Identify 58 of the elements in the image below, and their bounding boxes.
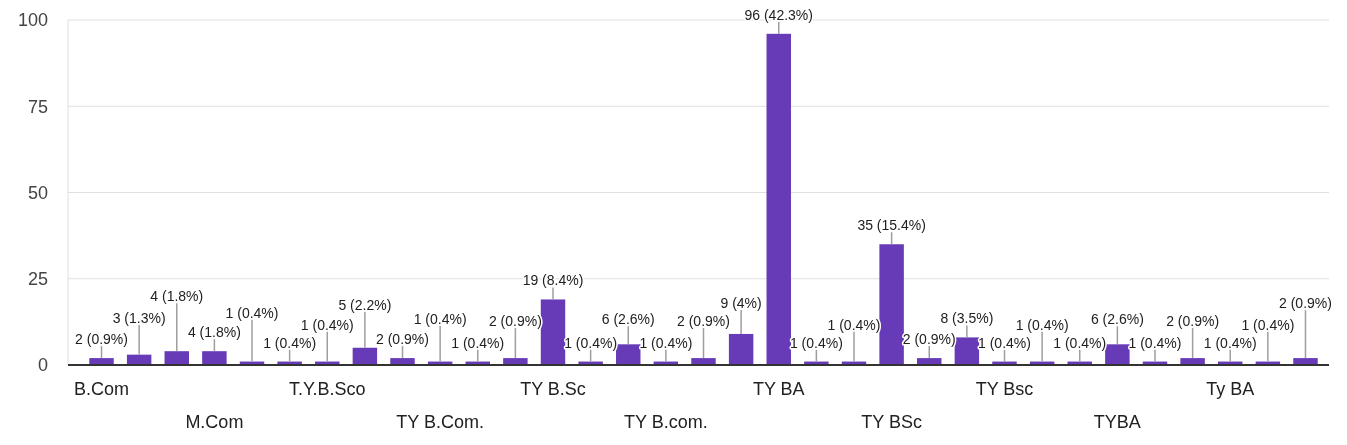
data-label: 19 (8.4%) [522, 272, 584, 289]
data-label: 1 (0.4%) [1053, 334, 1107, 351]
data-label: 4 (1.8%) [150, 288, 204, 305]
data-label: 1 (0.4%) [225, 304, 279, 321]
x-tick-label: TYBA [1093, 412, 1141, 432]
x-tick-label: Ty BA [1206, 379, 1255, 399]
x-tick-label: TY B.Com. [396, 412, 484, 432]
bar [954, 337, 980, 365]
bar [352, 347, 378, 365]
y-tick-label: 75 [27, 96, 48, 117]
data-label: 2 (0.9%) [677, 313, 730, 330]
bar [728, 333, 754, 365]
x-tick-label: T.Y.B.Sco [288, 379, 366, 399]
x-tick-label: TY BSc [861, 412, 922, 432]
x-tick-label: M.Com [185, 412, 244, 432]
y-tick-label: 100 [17, 10, 48, 31]
x-tick-label: TY Bsc [975, 379, 1034, 399]
data-label: 1 (0.4%) [1241, 316, 1295, 333]
data-label: 6 (2.6%) [601, 311, 655, 328]
data-label: 35 (15.4%) [857, 217, 926, 234]
data-label: 2 (0.9%) [1279, 295, 1332, 312]
bar [766, 33, 791, 365]
data-label: 1 (0.4%) [263, 334, 317, 351]
data-label: 4 (1.8%) [187, 324, 241, 341]
x-tick-label: TY BA [752, 379, 805, 399]
data-label: 1 (0.4%) [1203, 334, 1257, 351]
data-label: 1 (0.4%) [978, 334, 1031, 351]
data-label: 3 (1.3%) [112, 309, 166, 326]
y-tick-label: 0 [37, 355, 48, 376]
data-label: 6 (2.6%) [1090, 311, 1144, 328]
bar [202, 351, 227, 365]
x-tick-label: B.Com [74, 379, 130, 399]
x-tick-label: TY B.com. [624, 412, 708, 432]
data-label: 2 (0.9%) [1166, 313, 1220, 330]
data-label: 1 (0.4%) [300, 316, 354, 333]
data-label: 1 (0.4%) [564, 334, 618, 351]
y-tick-label: 25 [27, 269, 48, 290]
bar [540, 299, 566, 365]
data-label: 8 (3.5%) [940, 310, 994, 327]
x-tick-label: TY B.Sc [520, 379, 586, 399]
data-label: 1 (0.4%) [827, 316, 881, 333]
bar [616, 344, 641, 365]
data-label: 1 (0.4%) [1128, 334, 1182, 351]
data-label: 1 (0.4%) [451, 334, 505, 351]
data-label: 1 (0.4%) [639, 334, 693, 351]
data-label: 9 (4%) [720, 294, 762, 311]
bar [164, 351, 189, 365]
data-label: 2 (0.9%) [75, 331, 128, 348]
data-label: 1 (0.4%) [1015, 316, 1069, 333]
bar [879, 244, 904, 365]
bar [1105, 344, 1130, 365]
data-label: 1 (0.4%) [789, 334, 843, 351]
data-label: 2 (0.9%) [488, 313, 542, 330]
y-tick-label: 50 [27, 182, 48, 203]
data-label: 2 (0.9%) [376, 331, 429, 348]
data-label: 5 (2.2%) [338, 296, 392, 313]
data-label: 96 (42.3%) [744, 6, 813, 23]
data-label: 1 (0.4%) [413, 310, 467, 327]
